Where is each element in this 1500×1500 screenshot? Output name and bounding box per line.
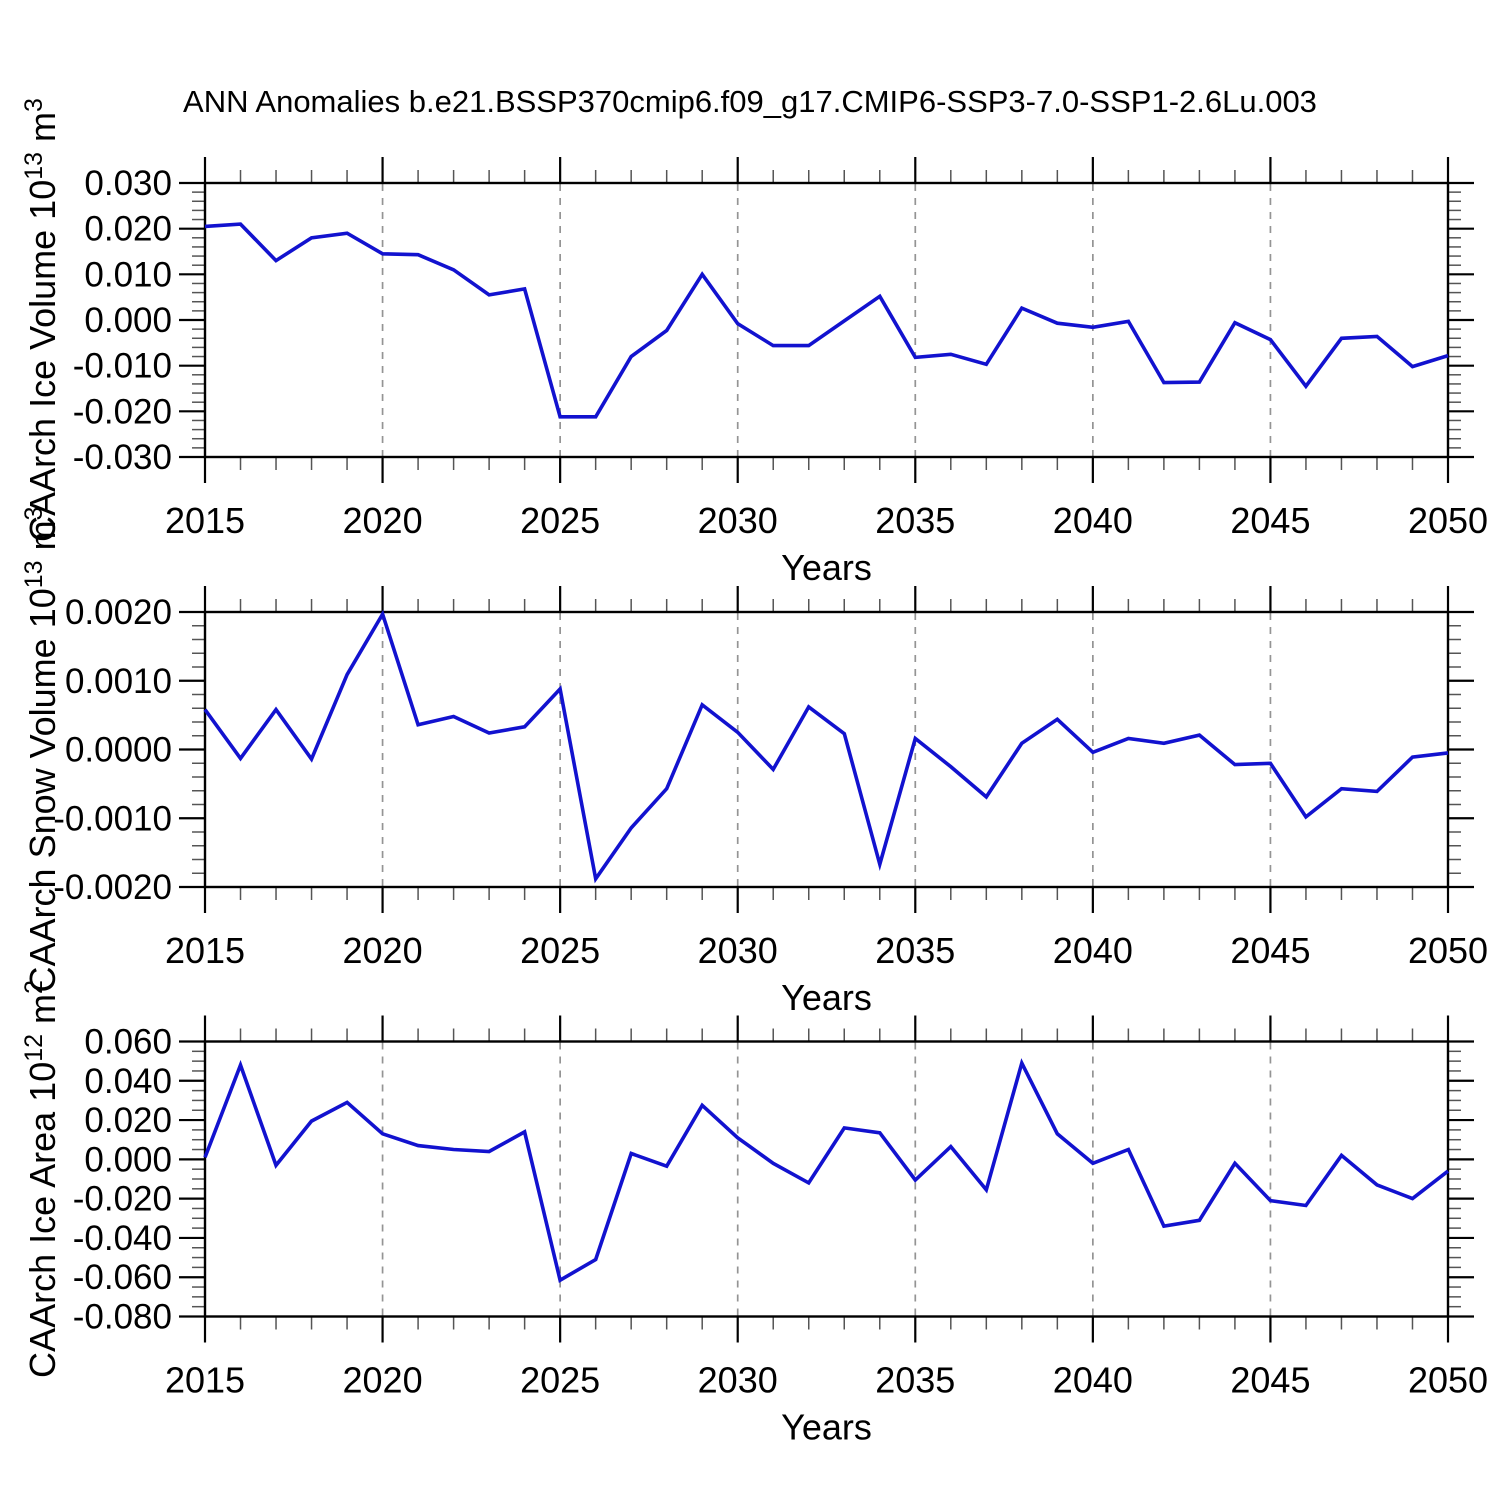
panel-caarch-snow-volume: 0.0020 0.0010 0.0000 -0.0010 -0.0020 2015 2020… xyxy=(20,507,1488,1018)
y-tick-labels: 0.0020 0.0010 0.0000 -0.0010 -0.0020 xyxy=(53,593,172,907)
gridlines xyxy=(381,184,1272,456)
y-axis-title: CAArch Snow Volume 1013 m3 xyxy=(20,507,63,993)
x-tick-label: 2015 xyxy=(165,930,245,971)
x-tick-label: 2035 xyxy=(875,930,955,971)
y-tick-label: 0.020 xyxy=(84,1101,172,1140)
plot-frame xyxy=(203,610,1450,889)
panel-caarch-ice-volume: 0.030 0.020 0.010 0.000 -0.010 -0.020 -0.030 20… xyxy=(20,98,1488,588)
anomaly-line-caarch-snow-volume xyxy=(203,609,1449,884)
x-tick-label: 2040 xyxy=(1053,930,1133,971)
x-tick-labels: 2015 2020 2025 2030 2035 2040 2045 2050 xyxy=(165,930,1488,971)
gridlines xyxy=(381,1042,1272,1316)
x-tick-label: 2045 xyxy=(1230,1360,1310,1401)
x-tick-label: 2025 xyxy=(520,930,600,971)
x-tick-label: 2035 xyxy=(875,500,955,541)
y-tick-label: 0.020 xyxy=(84,210,172,249)
axis-ticks xyxy=(179,157,1474,483)
y-tick-label: -0.020 xyxy=(73,392,172,431)
y-tick-label: -0.010 xyxy=(73,347,172,386)
y-axis-title: CAArch Ice Area 1012 m2 xyxy=(20,980,63,1378)
y-tick-labels: 0.0600.0400.0200.000-0.020-0.040-0.060-0… xyxy=(73,1023,172,1337)
x-axis-title: Years xyxy=(781,977,872,1018)
x-tick-label: 2020 xyxy=(343,1360,423,1401)
x-tick-label: 2015 xyxy=(165,1360,245,1401)
x-axis-title: Years xyxy=(781,547,872,588)
x-tick-labels: 2015 2020 2025 2030 2035 2040 2045 2050 xyxy=(165,1360,1488,1401)
y-tick-label: -0.060 xyxy=(73,1258,172,1297)
plot-frame xyxy=(203,181,1450,459)
x-tick-label: 2035 xyxy=(875,1360,955,1401)
y-tick-label: -0.0020 xyxy=(53,868,172,907)
x-tick-label: 2025 xyxy=(520,500,600,541)
x-tick-labels: 2015 2020 2025 2030 2035 2040 2045 2050 xyxy=(165,500,1488,541)
gridlines xyxy=(381,613,1272,886)
y-tick-label: 0.010 xyxy=(84,255,172,294)
x-tick-label: 2045 xyxy=(1230,500,1310,541)
plot-frame xyxy=(203,1040,1450,1318)
y-tick-label: 0.0010 xyxy=(65,662,172,701)
y-tick-label: -0.020 xyxy=(73,1180,172,1219)
x-tick-label: 2015 xyxy=(165,500,245,541)
y-axis-title: CAArch Ice Volume 1013 m3 xyxy=(20,98,63,542)
x-tick-label: 2040 xyxy=(1053,1360,1133,1401)
y-tick-label: -0.0010 xyxy=(53,799,172,838)
y-tick-label: 0.0020 xyxy=(65,593,172,632)
x-axis-title: Years xyxy=(781,1407,872,1448)
x-tick-label: 2050 xyxy=(1408,930,1488,971)
y-tick-label: 0.000 xyxy=(84,1140,172,1179)
axis-ticks xyxy=(179,586,1474,913)
x-tick-label: 2045 xyxy=(1230,930,1310,971)
x-tick-label: 2025 xyxy=(520,1360,600,1401)
y-tick-labels: 0.030 0.020 0.010 0.000 -0.010 -0.020 -0.030 xyxy=(73,164,172,477)
y-tick-label: 0.040 xyxy=(84,1062,172,1101)
y-tick-label: -0.030 xyxy=(73,438,172,477)
x-tick-label: 2040 xyxy=(1053,500,1133,541)
x-tick-label: 2050 xyxy=(1408,1360,1488,1401)
y-tick-label: 0.000 xyxy=(84,301,172,340)
panel-caarch-ice-area: 0.0600.0400.0200.000-0.020-0.040-0.060-0… xyxy=(20,980,1488,1447)
y-tick-label: -0.080 xyxy=(73,1298,172,1337)
y-tick-label: 0.0000 xyxy=(65,731,172,770)
x-tick-label: 2030 xyxy=(698,930,778,971)
axis-ticks xyxy=(179,1015,1474,1343)
y-tick-label: 0.060 xyxy=(84,1023,172,1062)
chart-title: ANN Anomalies b.e21.BSSP370cmip6.f09_g17… xyxy=(183,84,1317,119)
x-tick-label: 2050 xyxy=(1408,500,1488,541)
anomaly-line-caarch-ice-area xyxy=(203,1058,1450,1283)
y-tick-label: -0.040 xyxy=(73,1219,172,1258)
x-tick-label: 2030 xyxy=(698,500,778,541)
x-tick-label: 2020 xyxy=(343,930,423,971)
x-tick-label: 2030 xyxy=(698,1360,778,1401)
y-tick-label: 0.030 xyxy=(84,164,172,203)
x-tick-label: 2020 xyxy=(343,500,423,541)
anomaly-line-caarch-ice-volume xyxy=(204,222,1449,419)
